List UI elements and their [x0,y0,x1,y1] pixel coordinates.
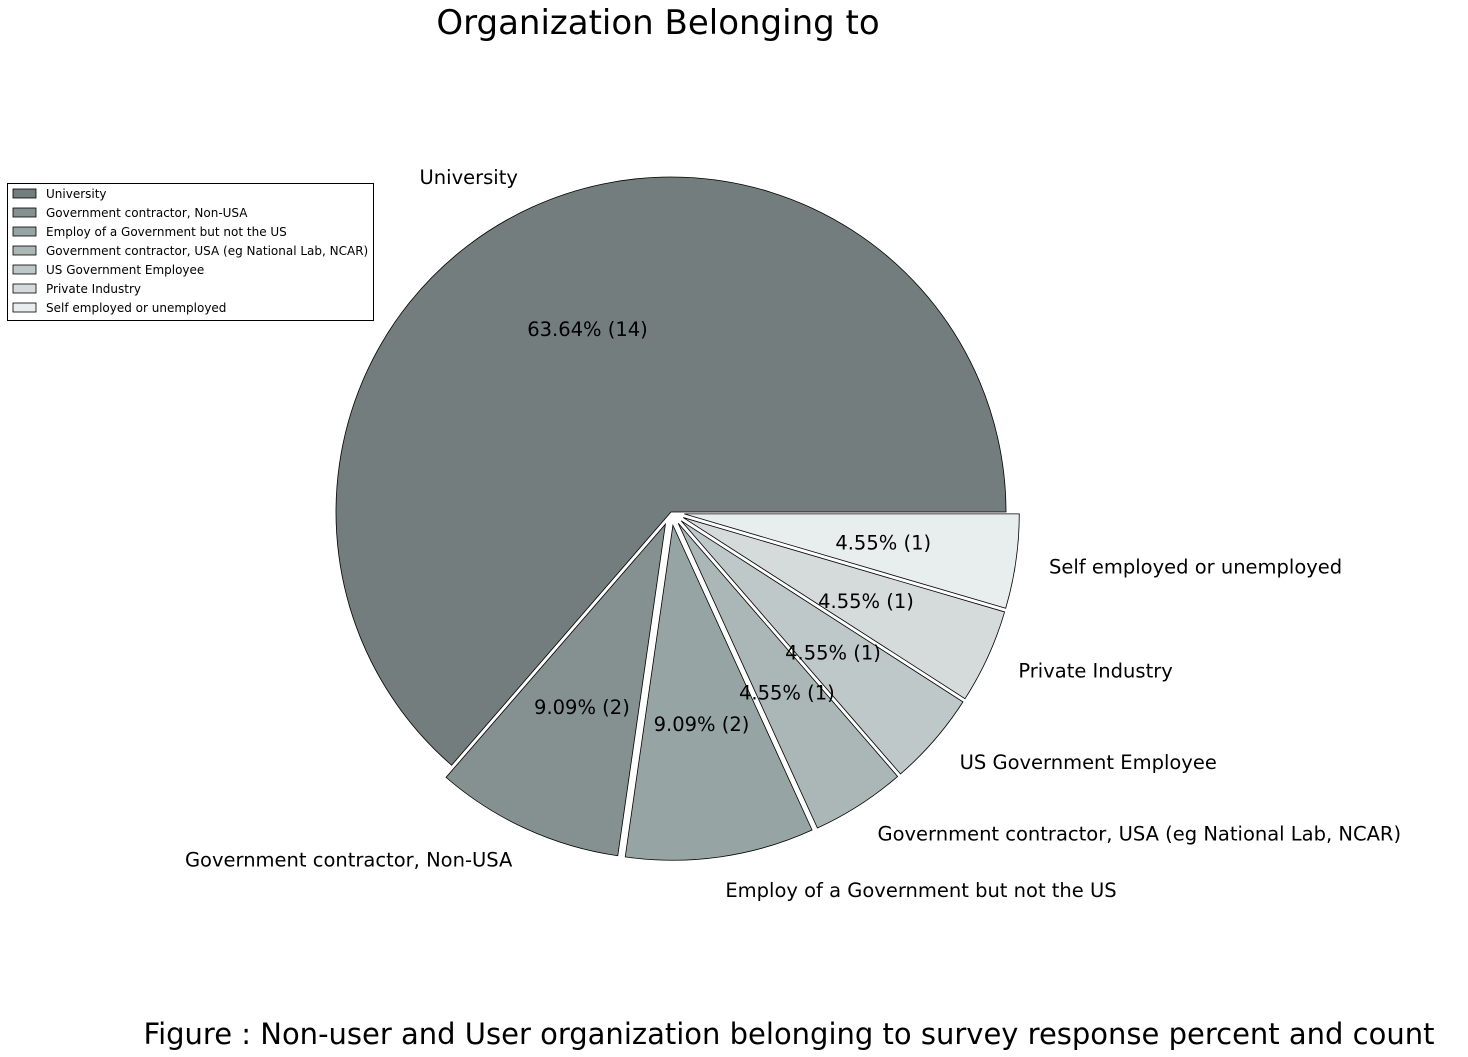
legend-frame [7,183,374,321]
pie-slice-employ-of-a-government-but-not-the-us [624,523,813,861]
slice-label-us-government-employee: US Government Employee [960,751,1217,774]
legend-label-government-contractor-usa-eg-national-lab-ncar: Government contractor, USA (eg National … [46,244,368,258]
pie-slices [335,176,1020,861]
slice-percent-government-contractor-non-usa: 9.09% (2) [534,696,630,719]
legend-label-university: University [46,187,107,201]
legend-swatch-university [12,188,37,199]
legend-label-self-employed-or-unemployed: Self employed or unemployed [46,301,226,315]
legend-label-government-contractor-non-usa: Government contractor, Non-USA [46,206,248,220]
pie-slice-university [335,176,1007,766]
slice-label-university: University [420,166,518,189]
pie-slice-us-government-employee [680,520,964,775]
legend-label-private-industry: Private Industry [46,282,141,296]
pie-slice-self-employed-or-unemployed [684,513,1020,609]
legend-swatch-us-government-employee [12,264,37,275]
slice-percent-private-industry: 4.55% (1) [818,590,914,613]
slice-label-government-contractor-usa-eg-national-lab-ncar: Government contractor, USA (eg National … [877,822,1401,845]
legend-swatch-government-contractor-non-usa [12,207,37,218]
slice-percent-employ-of-a-government-but-not-the-us: 9.09% (2) [654,713,750,736]
slice-percent-university: 63.64% (14) [527,318,648,341]
legend-swatch-government-contractor-usa-eg-national-lab-ncar [12,245,37,256]
legend-label-us-government-employee: US Government Employee [46,263,204,277]
legend-swatch-private-industry [12,283,37,294]
chart-title: Organization Belonging to [436,3,879,43]
slice-label-private-industry: Private Industry [1018,660,1172,683]
slice-label-employ-of-a-government-but-not-the-us: Employ of a Government but not the US [725,879,1116,902]
slice-percent-government-contractor-usa-eg-national-lab-ncar: 4.55% (1) [739,681,835,704]
slice-percent-self-employed-or-unemployed: 4.55% (1) [835,532,931,555]
legend: University Government contractor, Non-USA… [7,183,374,321]
legend-swatch-self-employed-or-unemployed [12,302,37,313]
pie-slice-government-contractor-non-usa [445,522,667,857]
pie-labels: University 63.64% (14) Government contract… [185,166,1401,902]
legend-swatch-employ-of-a-government-but-not-the-us [12,226,37,237]
pie-slice-government-contractor-usa-eg-national-lab-ncar [677,523,899,829]
pie-slice-private-industry [682,517,1006,700]
slice-label-self-employed-or-unemployed: Self employed or unemployed [1049,555,1342,578]
figure-caption: Figure : Non-user and User organization … [144,1017,1435,1051]
slice-label-government-contractor-non-usa: Government contractor, Non-USA [185,848,513,871]
legend-label-employ-of-a-government-but-not-the-us: Employ of a Government but not the US [46,225,287,239]
slice-percent-us-government-employee: 4.55% (1) [785,641,881,664]
